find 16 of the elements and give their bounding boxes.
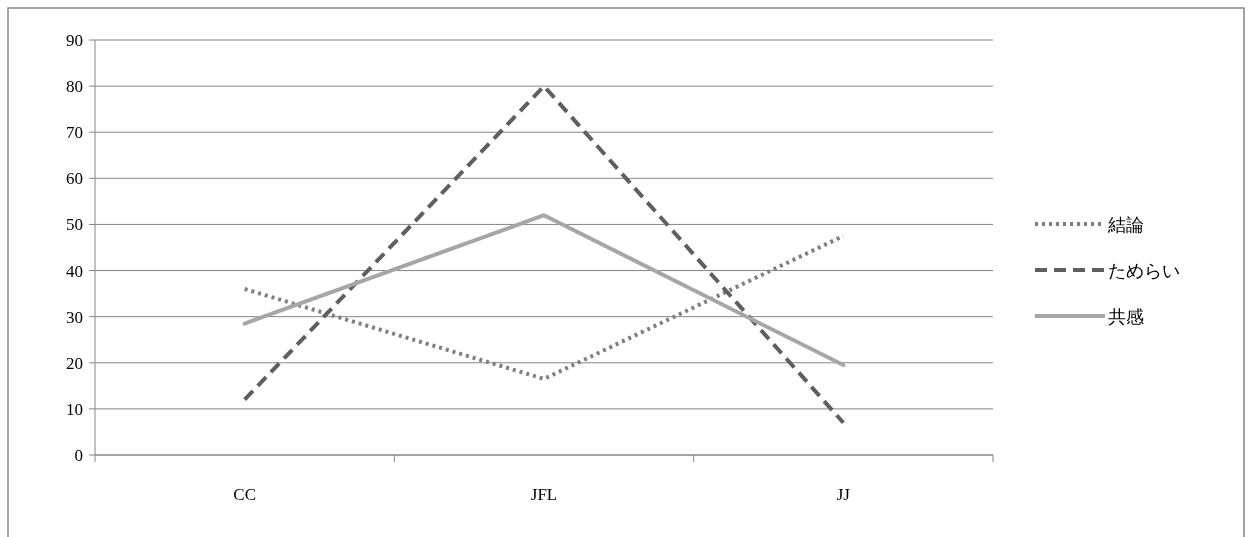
y-tick-label: 30 bbox=[66, 307, 83, 327]
legend-label: ためらい bbox=[1108, 261, 1180, 281]
y-tick-label: 90 bbox=[66, 31, 83, 50]
y-tick-label: 0 bbox=[74, 446, 83, 465]
y-tick-label: 80 bbox=[66, 77, 83, 97]
x-tick-label: CC bbox=[233, 485, 257, 504]
legend-label: 共感 bbox=[1108, 307, 1144, 327]
y-tick-label: 40 bbox=[66, 261, 83, 281]
y-tick-label: 50 bbox=[66, 215, 83, 235]
y-tick-label: 70 bbox=[66, 123, 83, 143]
y-tick-label: 10 bbox=[66, 399, 83, 419]
y-tick-label: 20 bbox=[66, 353, 83, 373]
x-tick-label: JFL bbox=[530, 485, 558, 504]
x-tick-label: JJ bbox=[836, 485, 851, 504]
legend-label: 結論 bbox=[1107, 215, 1144, 235]
y-tick-label: 60 bbox=[66, 169, 83, 189]
